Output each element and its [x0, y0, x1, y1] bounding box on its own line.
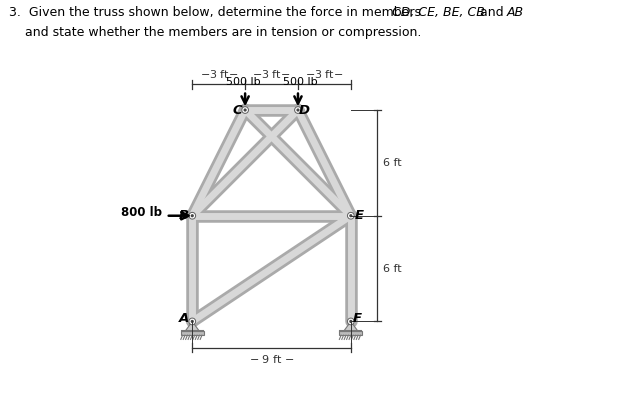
Text: F: F — [353, 312, 362, 325]
Text: and: and — [476, 6, 508, 19]
Circle shape — [296, 108, 300, 112]
Circle shape — [348, 318, 354, 324]
Circle shape — [189, 318, 195, 324]
Text: B: B — [178, 209, 188, 222]
Circle shape — [349, 214, 353, 218]
Circle shape — [350, 215, 352, 216]
Text: A: A — [179, 312, 190, 325]
Circle shape — [349, 319, 353, 324]
Text: CD, CE, BE, CB: CD, CE, BE, CB — [392, 6, 485, 19]
Polygon shape — [344, 322, 358, 331]
Text: 6 ft: 6 ft — [382, 158, 401, 168]
Text: E: E — [354, 209, 364, 222]
Polygon shape — [181, 331, 203, 335]
Text: 3.  Given the truss shown below, determine the force in members: 3. Given the truss shown below, determin… — [9, 6, 425, 19]
Text: AB: AB — [507, 6, 524, 19]
Polygon shape — [340, 331, 362, 335]
Text: 6 ft: 6 ft — [382, 264, 401, 274]
Circle shape — [350, 320, 352, 322]
Polygon shape — [185, 322, 199, 331]
Text: $-$3 ft$-$: $-$3 ft$-$ — [305, 68, 343, 79]
Circle shape — [244, 109, 246, 111]
Circle shape — [295, 107, 301, 113]
Circle shape — [192, 320, 193, 322]
Text: 800 lb: 800 lb — [122, 206, 163, 219]
Circle shape — [192, 215, 193, 216]
Circle shape — [190, 319, 195, 324]
Circle shape — [242, 107, 248, 113]
Circle shape — [190, 214, 195, 218]
Text: 500 lb: 500 lb — [283, 77, 318, 87]
Circle shape — [348, 212, 354, 219]
Circle shape — [243, 108, 247, 112]
Circle shape — [189, 212, 195, 219]
Text: $-$ 9 ft $-$: $-$ 9 ft $-$ — [249, 353, 294, 365]
Circle shape — [297, 109, 299, 111]
Text: $-$3 ft$-$: $-$3 ft$-$ — [200, 68, 238, 79]
Text: C: C — [232, 104, 242, 116]
Text: 500 lb: 500 lb — [226, 77, 260, 87]
Text: $-$3 ft$-$: $-$3 ft$-$ — [253, 68, 290, 79]
Text: and state whether the members are in tension or compression.: and state whether the members are in ten… — [9, 26, 422, 39]
Text: D: D — [299, 104, 310, 116]
